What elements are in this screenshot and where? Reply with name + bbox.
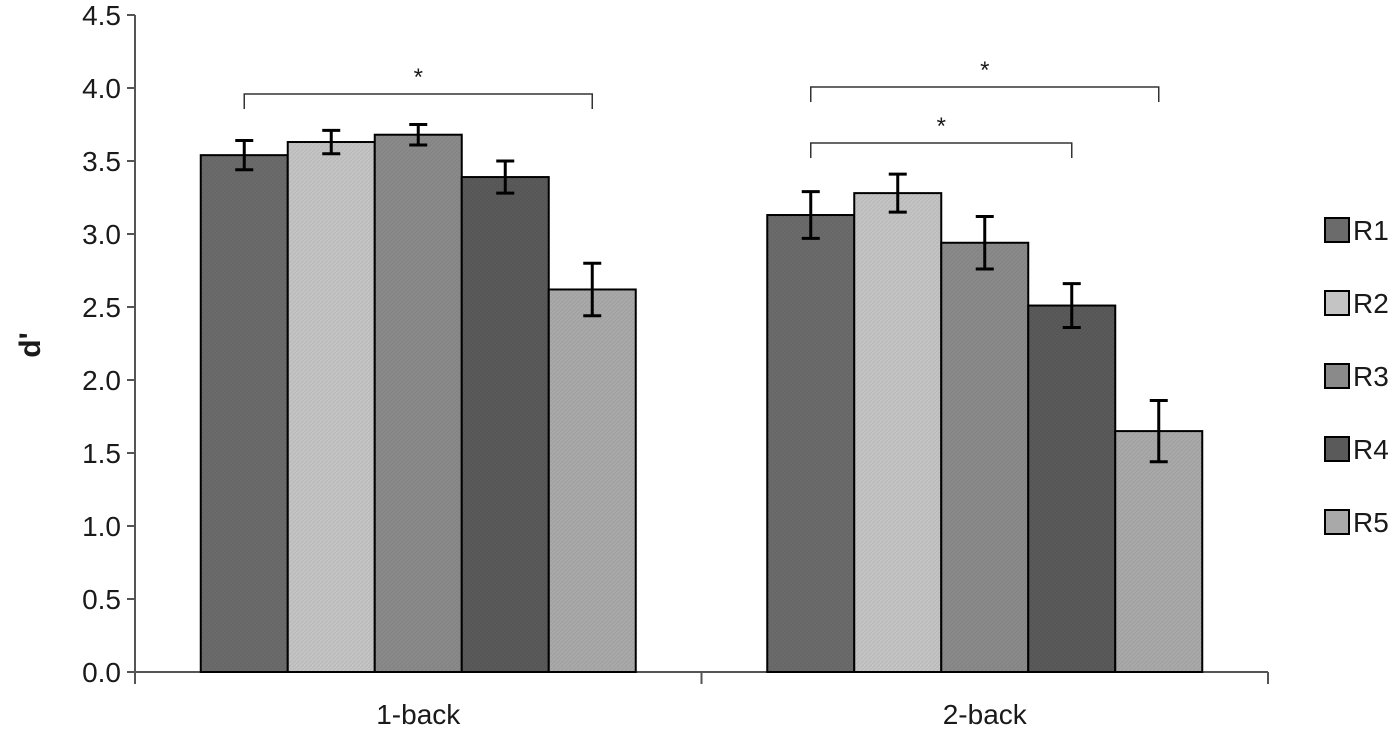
y-tick-label: 1.0 (82, 511, 121, 542)
error-bar-r2-2-back (888, 172, 907, 214)
legend-item-r5: R5 (1324, 507, 1389, 538)
legend-item-r2: R2 (1324, 288, 1389, 319)
y-tick-label: 2.5 (82, 292, 121, 323)
bar-texture (767, 215, 855, 672)
y-axis-label: d' (14, 332, 47, 357)
error-bars-group (235, 123, 1168, 464)
legend-label: R2 (1353, 288, 1389, 319)
significance-bracket: * (810, 57, 1160, 102)
y-tick-label: 0.0 (82, 657, 121, 688)
legend-swatch (1324, 290, 1350, 316)
y-tick-label: 3.0 (82, 219, 121, 250)
bar-texture (287, 142, 375, 672)
error-bar-r1-2-back (801, 190, 820, 240)
significance-bracket: * (243, 64, 593, 109)
x-category-label: 2-back (943, 699, 1028, 730)
significance-brackets: * * * (243, 57, 1160, 158)
legend-swatch (1324, 363, 1350, 389)
bar-texture (1028, 305, 1116, 672)
bar-texture (1115, 431, 1203, 672)
y-tick-label: 0.5 (82, 584, 121, 615)
bar-texture (941, 242, 1029, 672)
error-bar-r3-2-back (975, 214, 994, 271)
legend-swatch (1324, 436, 1350, 462)
legend-label: R3 (1353, 361, 1389, 392)
bar-texture (461, 177, 549, 672)
y-tick-label: 4.5 (82, 0, 121, 31)
error-bar-r1-1-back (235, 139, 254, 172)
error-bar-r3-1-back (409, 123, 428, 147)
error-bar-r4-1-back (496, 159, 515, 195)
bars-group (199, 133, 1204, 674)
error-bar-r4-2-back (1062, 282, 1081, 329)
y-axis: 0.0 0.5 1.0 1.5 2.0 2.5 3.0 3.5 4.0 4.5 (82, 0, 136, 688)
significance-label: * (980, 57, 989, 84)
significance-label: * (414, 64, 423, 91)
legend-label: R4 (1353, 434, 1389, 465)
y-tick-label: 3.5 (82, 146, 121, 177)
legend: R1 R2 R3 R4 R5 (1324, 215, 1389, 538)
error-bar-r5-1-back (583, 261, 602, 318)
significance-bracket: * (810, 113, 1073, 158)
legend-item-r1: R1 (1324, 215, 1389, 246)
x-category-label: 1-back (376, 699, 461, 730)
bar-texture (200, 155, 288, 672)
bar-texture (548, 289, 636, 672)
legend-item-r4: R4 (1324, 434, 1389, 465)
y-tick-label: 2.0 (82, 365, 121, 396)
error-bar-r2-1-back (322, 128, 341, 156)
bar-texture (374, 134, 462, 673)
legend-label: R5 (1353, 507, 1389, 538)
legend-swatch (1324, 217, 1350, 243)
y-tick-label: 4.0 (82, 73, 121, 104)
bar-texture (854, 193, 942, 672)
legend-item-r3: R3 (1324, 361, 1389, 392)
x-axis: 1-back 2-back (134, 671, 1269, 730)
legend-label: R1 (1353, 215, 1389, 246)
legend-swatch (1324, 509, 1350, 535)
error-bar-r5-2-back (1149, 398, 1168, 464)
significance-label: * (937, 113, 946, 140)
y-tick-label: 1.5 (82, 438, 121, 469)
